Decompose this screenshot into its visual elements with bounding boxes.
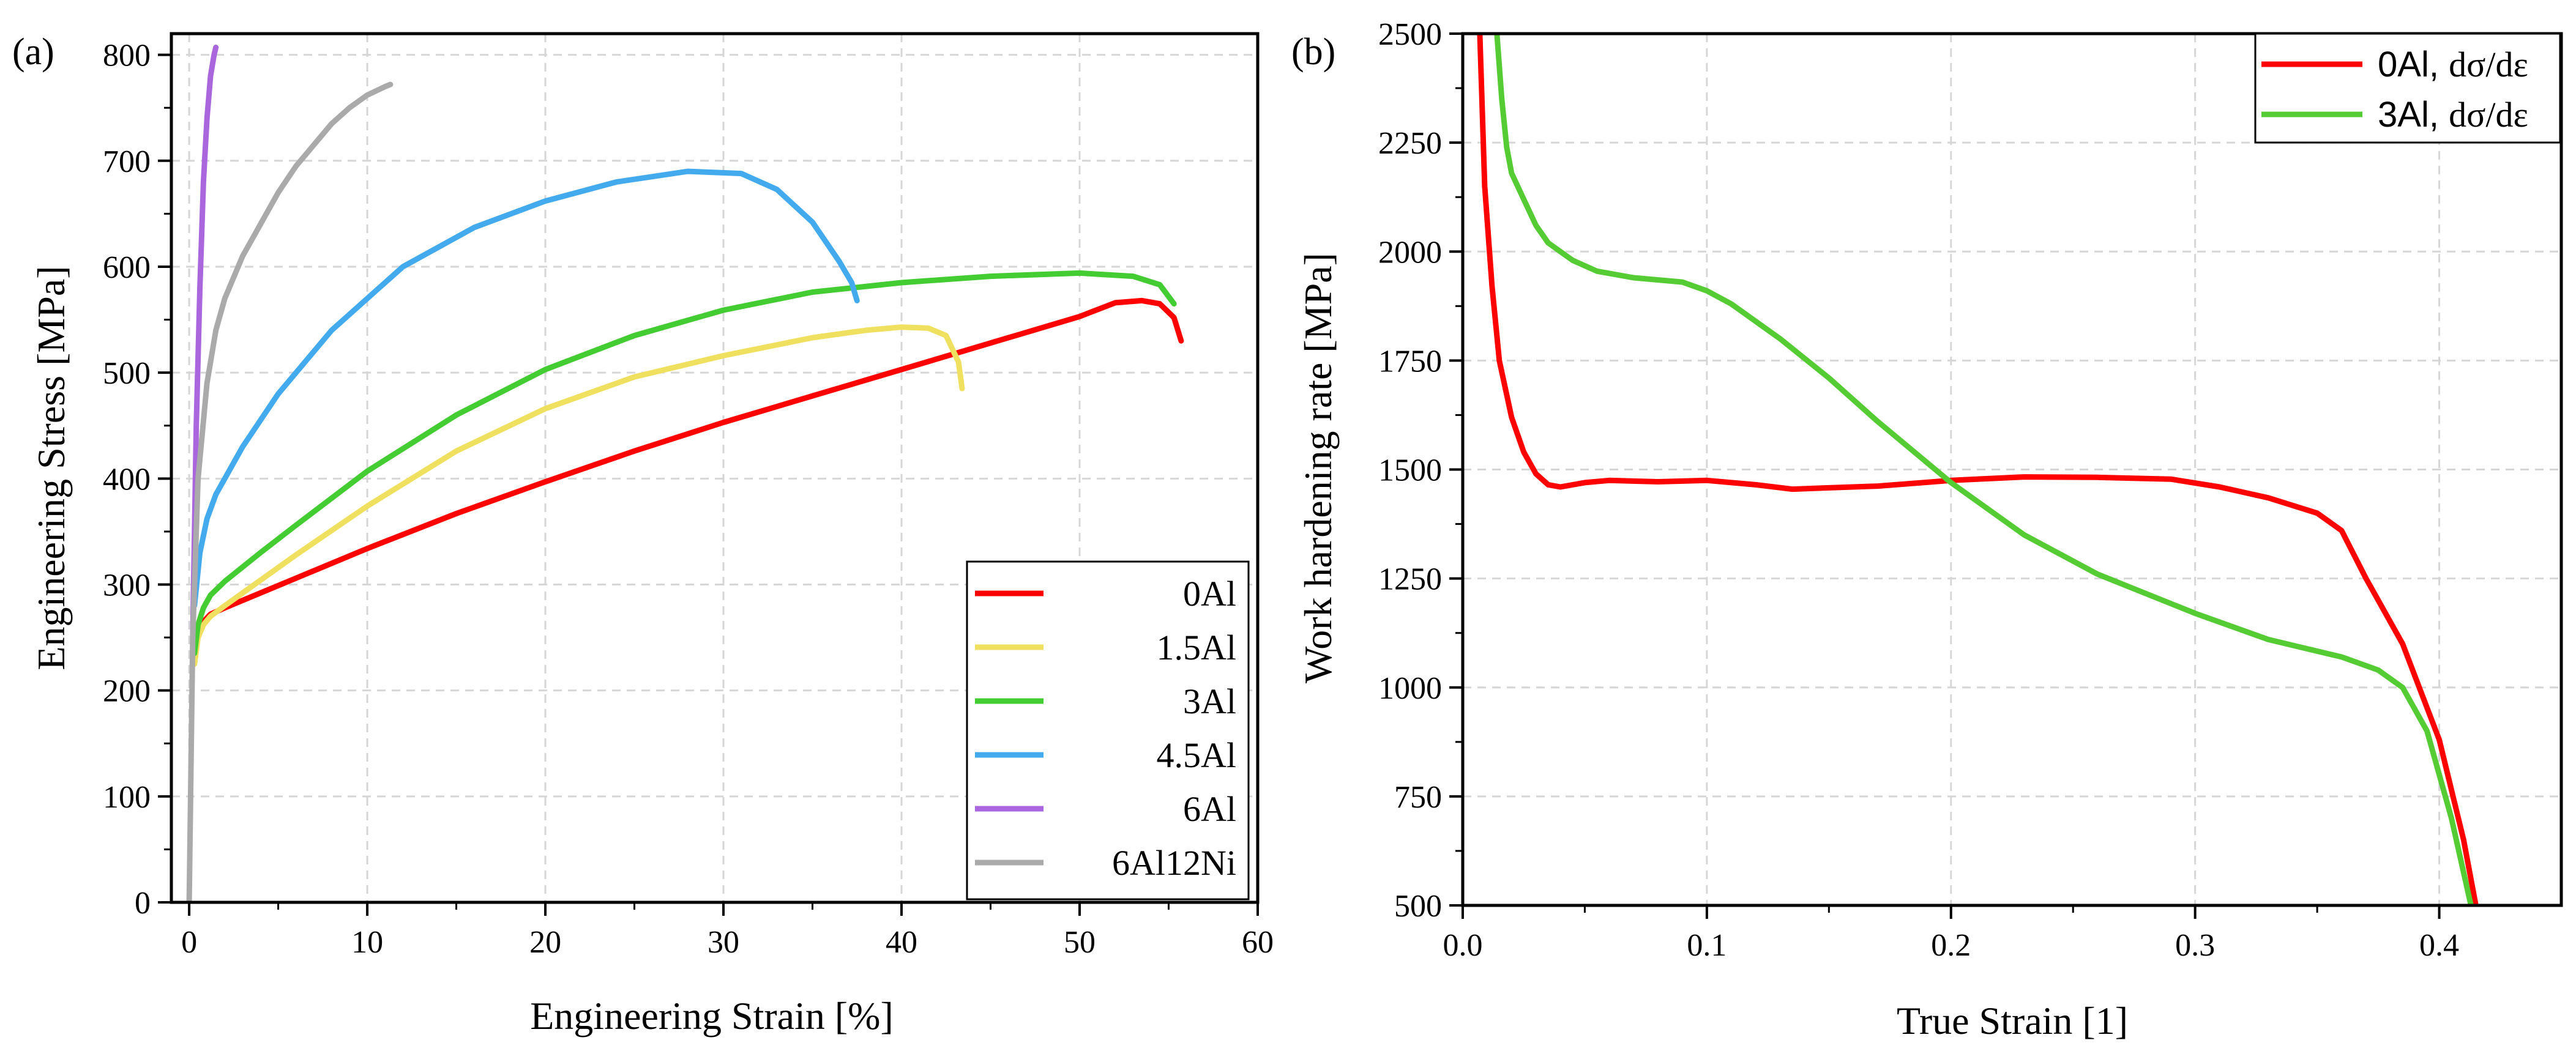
series-line-6al	[190, 45, 219, 641]
y-tick-label: 800	[103, 39, 151, 73]
legend-label: 0Al, dσ/dε	[2378, 45, 2528, 84]
legend-separator: ,	[2429, 45, 2449, 84]
legend-separator: ,	[2429, 95, 2449, 135]
panel-label-a: (a)	[12, 31, 54, 73]
x-tick-label: 0	[181, 925, 197, 960]
x-tick-label: 20	[529, 925, 561, 960]
legend-label: 1.5Al	[1157, 628, 1237, 667]
x-tick-label: 60	[1242, 925, 1274, 960]
panel-a-y-axis-title: Engineering Stress [MPa]	[29, 266, 73, 670]
series-line-6al12ni	[186, 81, 394, 902]
legend-series-name: 3Al	[2378, 95, 2429, 135]
series-line-4-5al	[192, 168, 860, 609]
panel-b-ticks	[1449, 32, 2441, 919]
y-tick-label: 100	[103, 780, 151, 815]
y-tick-label: 700	[103, 144, 151, 179]
series-line-1-5al	[192, 324, 965, 667]
y-tick-label: 2000	[1378, 235, 1442, 270]
x-tick-label: 0.0	[1443, 928, 1483, 963]
legend-label: 0Al	[1183, 574, 1236, 614]
x-tick-label: 0.1	[1687, 928, 1727, 963]
y-tick-label: 750	[1394, 780, 1442, 815]
y-tick-label: 1750	[1378, 344, 1442, 379]
panel-a-stress-strain: (a) 0 10 20 30 40 50 60 0 100 200 300 400 500 600 700…	[12, 31, 1274, 1038]
panel-b-work-hardening: (b) 0.0 0.1 0.2 0.3 0.4 500 750 1000 1250 1500 17…	[1291, 17, 2563, 1042]
y-tick-label: 500	[1394, 889, 1442, 924]
y-tick-label: 1500	[1378, 453, 1442, 488]
panel-a-axis-frame	[170, 32, 1260, 904]
legend-label: 3Al	[1183, 681, 1236, 721]
y-tick-label: 2250	[1378, 126, 1442, 161]
panel-a-ticks	[158, 53, 1259, 916]
legend-label: 3Al, dσ/dε	[2378, 95, 2528, 135]
panel-b-y-tick-labels: 500 750 1000 1250 1500 1750 2000 2250 2500	[1378, 17, 1442, 924]
x-tick-label: 30	[707, 925, 739, 960]
panel-b-y-axis-title: Work hardening rate [MPa]	[1296, 253, 1340, 683]
series-line-3al	[1494, 34, 2474, 905]
y-tick-label: 500	[103, 356, 151, 391]
panel-a-series	[186, 45, 1184, 902]
series-line-0al	[1477, 34, 2479, 905]
y-tick-label: 0	[135, 886, 151, 921]
legend-series-suffix: dσ/dε	[2449, 45, 2528, 84]
panel-a-legend-box	[966, 560, 1250, 900]
panel-label-b: (b)	[1291, 31, 1335, 73]
y-tick-label: 1250	[1378, 562, 1442, 597]
panel-b-x-tick-labels: 0.0 0.1 0.2 0.3 0.4	[1443, 928, 2460, 963]
legend-label: 4.5Al	[1157, 735, 1237, 775]
panel-a-legend: 0Al 1.5Al 3Al 4.5Al 6Al 6Al12Ni	[966, 560, 1250, 900]
x-tick-label: 40	[886, 925, 917, 960]
y-tick-label: 300	[103, 568, 151, 603]
x-tick-label: 0.3	[2175, 928, 2215, 963]
y-tick-label: 1000	[1378, 671, 1442, 706]
panel-b-legend-box	[2254, 32, 2561, 144]
legend-series-name: 0Al	[2378, 45, 2429, 84]
x-tick-label: 10	[351, 925, 383, 960]
panel-b-x-axis-title: True Strain [1]	[1897, 999, 2128, 1042]
y-tick-label: 400	[103, 462, 151, 497]
x-tick-label: 50	[1064, 925, 1096, 960]
panel-a-x-tick-labels: 0 10 20 30 40 50 60	[181, 925, 1274, 960]
panel-b-grid	[1463, 32, 2561, 905]
series-line-3al	[192, 270, 1177, 656]
y-tick-label: 200	[103, 674, 151, 709]
y-tick-label: 2500	[1378, 17, 1442, 52]
legend-label: 6Al12Ni	[1112, 843, 1236, 883]
x-tick-label: 0.2	[1931, 928, 1971, 963]
panel-b-series	[1477, 34, 2479, 905]
panel-a-x-axis-title: Engineering Strain [%]	[530, 994, 894, 1038]
legend-series-suffix: dσ/dε	[2449, 95, 2528, 135]
legend-label: 6Al	[1183, 789, 1236, 829]
y-tick-label: 600	[103, 250, 151, 285]
panel-a-y-tick-labels: 0 100 200 300 400 500 600 700 800	[103, 39, 151, 921]
x-tick-label: 0.4	[2419, 928, 2459, 963]
